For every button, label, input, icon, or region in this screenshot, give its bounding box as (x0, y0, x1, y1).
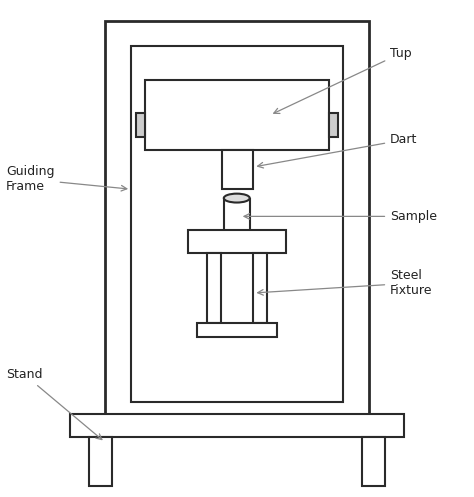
Text: Guiding
Frame: Guiding Frame (6, 166, 127, 193)
Text: Sample: Sample (244, 210, 437, 223)
Bar (105, 21, 369, 426)
Bar (362, 437, 385, 486)
Text: Tup: Tup (274, 47, 412, 113)
Text: Steel
Fixture: Steel Fixture (258, 269, 433, 297)
Text: Dart: Dart (257, 133, 418, 168)
Bar (222, 150, 253, 189)
Bar (329, 113, 338, 137)
Bar (254, 253, 267, 323)
Bar (197, 323, 277, 337)
Bar (188, 230, 286, 253)
Bar (136, 113, 145, 137)
Bar (89, 437, 112, 486)
Bar (131, 46, 343, 402)
Bar (70, 414, 404, 437)
Bar (145, 81, 329, 150)
Text: Stand: Stand (6, 368, 102, 439)
Bar (207, 253, 220, 323)
Ellipse shape (224, 194, 250, 203)
Bar (224, 199, 250, 231)
